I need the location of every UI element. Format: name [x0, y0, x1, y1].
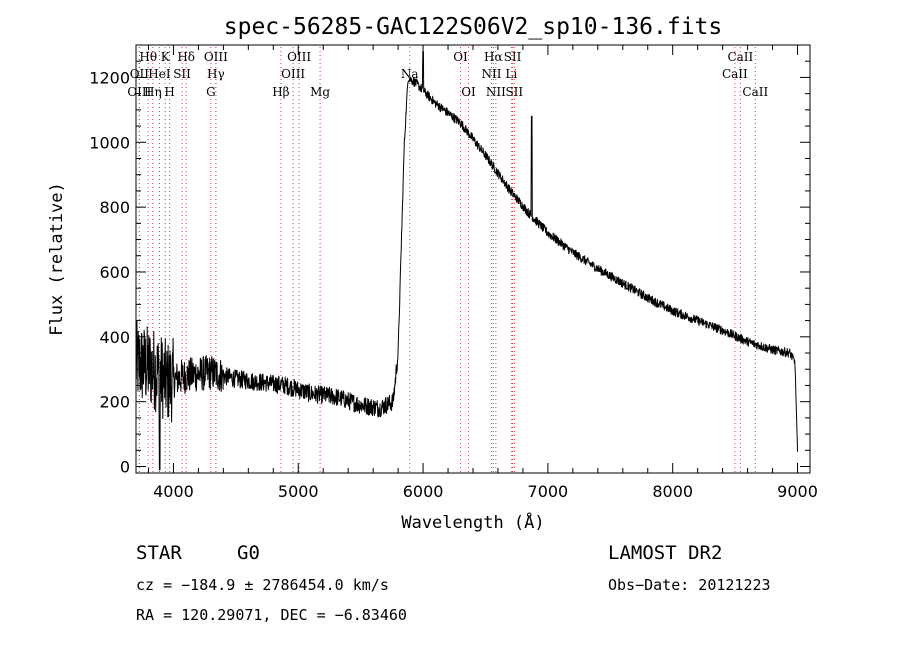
line-label-10: HeI — [148, 67, 171, 81]
line-label-1: K — [161, 50, 171, 64]
line-label-17: CaII — [722, 67, 748, 81]
line-label-0: Hθ — [139, 50, 157, 64]
line-label-4: OIII — [287, 50, 311, 64]
line-label-16: Li — [505, 67, 517, 81]
redshift-readout: cz = −184.9 ± 2786454.0 km/s — [136, 576, 389, 594]
line-label-2: Hδ — [177, 50, 195, 64]
y-tick-label-3: 600 — [99, 263, 130, 282]
x-tick-label-5: 9000 — [777, 482, 818, 501]
axis-ticks — [136, 44, 810, 473]
line-label-24: OI — [461, 85, 476, 99]
y-tick-label-0: 0 — [120, 458, 130, 477]
tick-labels: 4000 5000 6000 7000 8000 9000 0 200 400 600 800 100… — [89, 68, 818, 501]
line-label-13: OIII — [281, 67, 305, 81]
y-tick-label-1: 200 — [99, 393, 130, 412]
y-tick-label-6: 1200 — [89, 68, 130, 87]
y-tick-label-5: 1000 — [89, 133, 130, 152]
line-label-23: Mg — [310, 85, 330, 99]
line-label-12: Hγ — [207, 67, 225, 81]
line-label-11: SII — [173, 67, 191, 81]
x-tick-label-4: 8000 — [652, 482, 693, 501]
line-label-22: Hβ — [272, 85, 289, 99]
coordinates-readout: RA = 120.29071, DEC = −6.83460 — [136, 606, 407, 624]
spectrum-line — [135, 51, 798, 471]
line-label-20: H — [164, 85, 174, 99]
x-tick-label-0: 4000 — [153, 482, 194, 501]
x-tick-label-3: 7000 — [528, 482, 569, 501]
line-label-3: OIII — [204, 50, 228, 64]
emission-line-markers — [138, 47, 756, 473]
line-label-7: SII — [504, 50, 522, 64]
survey-name: LAMOST DR2 — [608, 542, 722, 564]
y-axis-label: Flux (relative) — [47, 182, 67, 336]
line-label-6: Hα — [484, 50, 503, 64]
line-label-18: OIII — [127, 85, 151, 99]
line-label-25: NII — [486, 85, 506, 99]
line-label-27: CaII — [742, 85, 768, 99]
x-tick-label-1: 5000 — [278, 482, 319, 501]
line-label-21: G — [206, 85, 216, 99]
line-label-9: OII — [130, 67, 150, 81]
object-subclass: G0 — [237, 542, 260, 564]
line-label-8: CaII — [727, 50, 753, 64]
line-label-15: NII — [481, 67, 501, 81]
y-tick-label-2: 400 — [99, 328, 130, 347]
line-label-26: SII — [505, 85, 523, 99]
y-tick-label-4: 800 — [99, 198, 130, 217]
line-label-19: Hη — [144, 85, 162, 99]
observation-date: Obs−Date: 20121223 — [608, 576, 771, 594]
object-class: STAR — [136, 542, 182, 564]
line-label-14: Na — [401, 67, 419, 81]
chart-title: spec-56285-GAC122S06V2_sp10-136.fits — [224, 14, 723, 40]
line-label-5: OI — [453, 50, 468, 64]
x-tick-label-2: 6000 — [403, 482, 444, 501]
x-axis-label: Wavelength (Å) — [401, 511, 544, 533]
